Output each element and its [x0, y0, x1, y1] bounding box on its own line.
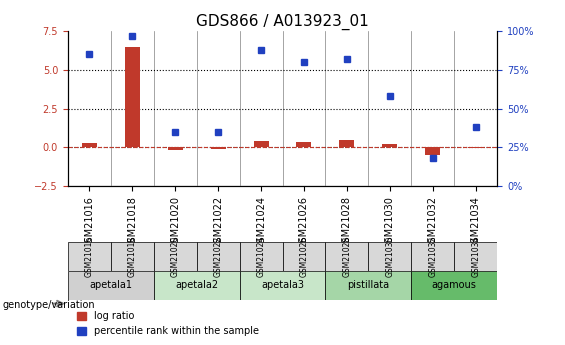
FancyBboxPatch shape	[411, 271, 497, 300]
Text: GSM21020: GSM21020	[171, 236, 180, 277]
Bar	[383, 144, 397, 147]
Bar	[168, 147, 182, 150]
Text: agamous: agamous	[432, 280, 477, 290]
Bar	[211, 147, 225, 149]
Text: GSM21022: GSM21022	[214, 236, 223, 277]
Text: GSM21034: GSM21034	[471, 236, 480, 277]
Text: apetala1: apetala1	[89, 280, 132, 290]
Text: GSM21016: GSM21016	[85, 236, 94, 277]
FancyBboxPatch shape	[240, 271, 325, 300]
FancyBboxPatch shape	[197, 241, 240, 271]
FancyBboxPatch shape	[454, 241, 497, 271]
Text: genotype/variation: genotype/variation	[3, 300, 95, 310]
Bar	[297, 142, 311, 147]
Text: apetala2: apetala2	[175, 280, 218, 290]
Text: GSM21026: GSM21026	[299, 236, 308, 277]
Bar	[125, 47, 140, 147]
Bar	[425, 147, 440, 155]
Bar	[468, 147, 483, 148]
Text: GSM21024: GSM21024	[257, 236, 266, 277]
Text: apetala3: apetala3	[261, 280, 304, 290]
Text: GSM21028: GSM21028	[342, 236, 351, 277]
FancyBboxPatch shape	[240, 241, 282, 271]
Text: GSM21018: GSM21018	[128, 236, 137, 277]
FancyBboxPatch shape	[368, 241, 411, 271]
FancyBboxPatch shape	[411, 241, 454, 271]
FancyBboxPatch shape	[68, 241, 111, 271]
Bar	[82, 143, 97, 147]
FancyBboxPatch shape	[325, 241, 368, 271]
Text: GSM21032: GSM21032	[428, 236, 437, 277]
Bar	[340, 140, 354, 147]
FancyBboxPatch shape	[282, 241, 325, 271]
Legend: log ratio, percentile rank within the sample: log ratio, percentile rank within the sa…	[73, 307, 263, 340]
FancyBboxPatch shape	[154, 271, 240, 300]
FancyBboxPatch shape	[68, 271, 154, 300]
Text: GDS866 / A013923_01: GDS866 / A013923_01	[196, 14, 369, 30]
Text: GSM21030: GSM21030	[385, 236, 394, 277]
Bar	[254, 141, 268, 147]
Text: pistillata: pistillata	[347, 280, 389, 290]
FancyBboxPatch shape	[325, 271, 411, 300]
FancyBboxPatch shape	[154, 241, 197, 271]
FancyBboxPatch shape	[111, 241, 154, 271]
